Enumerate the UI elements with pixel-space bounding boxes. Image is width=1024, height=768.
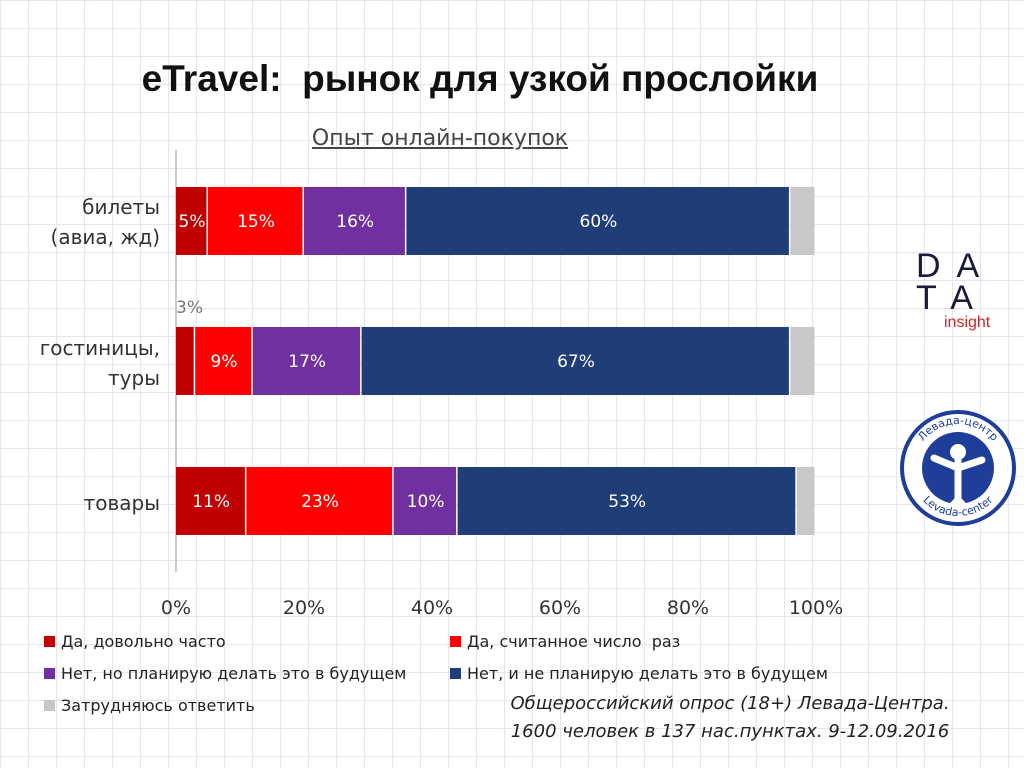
logo-text: TA	[916, 279, 989, 317]
bar-segment	[393, 467, 457, 535]
bar-value-label: 15%	[237, 212, 275, 232]
category-label-line: гостиницы,	[39, 336, 160, 360]
x-tick-label: 100%	[789, 597, 843, 619]
legend-label: Затрудняюсь ответить	[61, 696, 255, 715]
bar-value-label: 10%	[407, 492, 445, 512]
category-label-line: билеты	[82, 195, 160, 219]
bar-value-label: 3%	[176, 298, 203, 318]
bar-value-label: 17%	[288, 352, 326, 372]
bar-segment	[195, 327, 252, 395]
chart-subtitle: Опыт онлайн-покупок	[311, 126, 569, 151]
x-tick-label: 0%	[161, 597, 191, 619]
logo-text: insight	[944, 314, 991, 331]
bar-value-label: 11%	[192, 492, 230, 512]
category-label-tickets: билеты (авиа, жд)	[0, 192, 160, 252]
legend-swatch	[450, 636, 461, 647]
category-label-line: товары	[83, 491, 160, 515]
category-label-hotels: гостиницы, туры	[0, 333, 160, 393]
legend-swatch	[450, 668, 461, 679]
bar-value-label: 23%	[301, 492, 339, 512]
x-tick-label: 80%	[667, 597, 709, 619]
source-line: 1600 человек в 137 нас.пунктах. 9-12.09.…	[510, 721, 950, 742]
legend-item: Да, считанное число раз	[450, 632, 680, 651]
bar-value-label: 16%	[336, 212, 374, 232]
bar-segment	[176, 327, 194, 395]
bar-value-label: 9%	[211, 352, 238, 372]
data-insight-logo: DA TA insight	[916, 247, 1016, 332]
bar-segment	[252, 327, 361, 395]
page-title: eTravel: рынок для узкой прослойки	[141, 58, 819, 99]
category-label-line: туры	[108, 366, 160, 390]
x-tick-label: 40%	[411, 597, 453, 619]
bar-segment	[176, 187, 207, 255]
category-label-goods: товары	[0, 488, 160, 518]
legend-item: Затрудняюсь ответить	[44, 696, 255, 715]
bar-value-label: 67%	[557, 352, 595, 372]
bar-segment	[790, 327, 815, 395]
survey-source-note: Общероссийский опрос (18+) Левада-Центра…	[480, 690, 980, 746]
legend-label: Нет, и не планирую делать это в будущем	[467, 664, 828, 683]
source-line: Общероссийский опрос (18+) Левада-Центра…	[510, 693, 950, 714]
legend-item: Нет, но планирую делать это в будущем	[44, 664, 406, 683]
bar-value-label: 5%	[179, 212, 206, 232]
legend-item: Нет, и не планирую делать это в будущем	[450, 664, 828, 683]
logo-text: DA	[916, 247, 996, 285]
bar-value-label: 53%	[608, 492, 646, 512]
legend-swatch	[44, 636, 55, 647]
legend-label: Да, считанное число раз	[467, 632, 681, 651]
x-tick-label: 20%	[283, 597, 325, 619]
bar-segment	[796, 467, 815, 535]
bar-segment	[304, 187, 405, 255]
bar-value-label: 60%	[580, 212, 618, 232]
legend-label: Нет, но планирую делать это в будущем	[61, 664, 407, 683]
category-label-line: (авиа, жд)	[50, 225, 160, 249]
bar-segment	[361, 327, 789, 395]
legend-item: Да, довольно часто	[44, 632, 226, 651]
bar-segment	[790, 187, 815, 255]
levada-center-logo: Левада-центр Levada-center	[900, 410, 1016, 526]
legend-label: Да, довольно часто	[61, 632, 226, 651]
legend-swatch	[44, 668, 55, 679]
x-tick-label: 60%	[539, 597, 581, 619]
stacked-bar-chart: 5% 15% 16% 60% 3% 9% 17% 67% 11% 23% 10% 53% 0% 20% 4…	[161, 150, 843, 619]
bar-segment	[246, 467, 393, 535]
bar-segment	[406, 187, 789, 255]
bar-segment	[208, 187, 303, 255]
bar-segment	[457, 467, 796, 535]
bar-segment	[176, 467, 245, 535]
legend-swatch	[44, 700, 55, 711]
